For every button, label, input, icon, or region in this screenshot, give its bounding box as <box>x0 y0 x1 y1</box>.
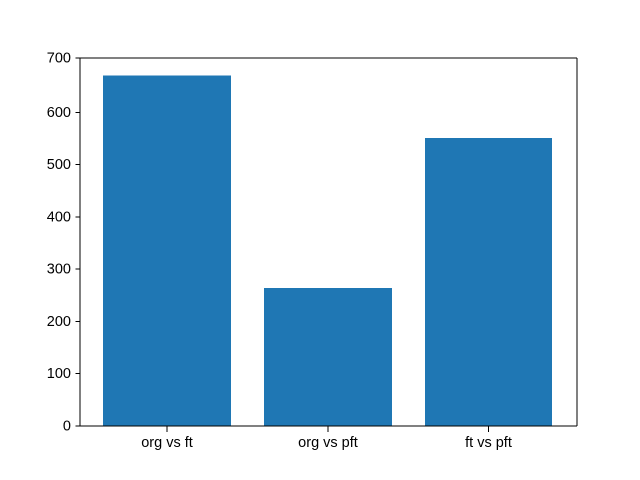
svg-text:0: 0 <box>63 419 71 435</box>
svg-text:org vs pft: org vs pft <box>298 435 358 451</box>
svg-text:600: 600 <box>47 105 71 121</box>
svg-text:700: 700 <box>47 51 71 67</box>
svg-text:400: 400 <box>47 209 71 225</box>
svg-text:100: 100 <box>47 366 71 382</box>
svg-text:300: 300 <box>47 262 71 278</box>
svg-text:200: 200 <box>47 314 71 330</box>
svg-text:500: 500 <box>47 157 71 173</box>
svg-text:ft vs pft: ft vs pft <box>465 435 512 451</box>
svg-text:org vs ft: org vs ft <box>141 435 193 451</box>
